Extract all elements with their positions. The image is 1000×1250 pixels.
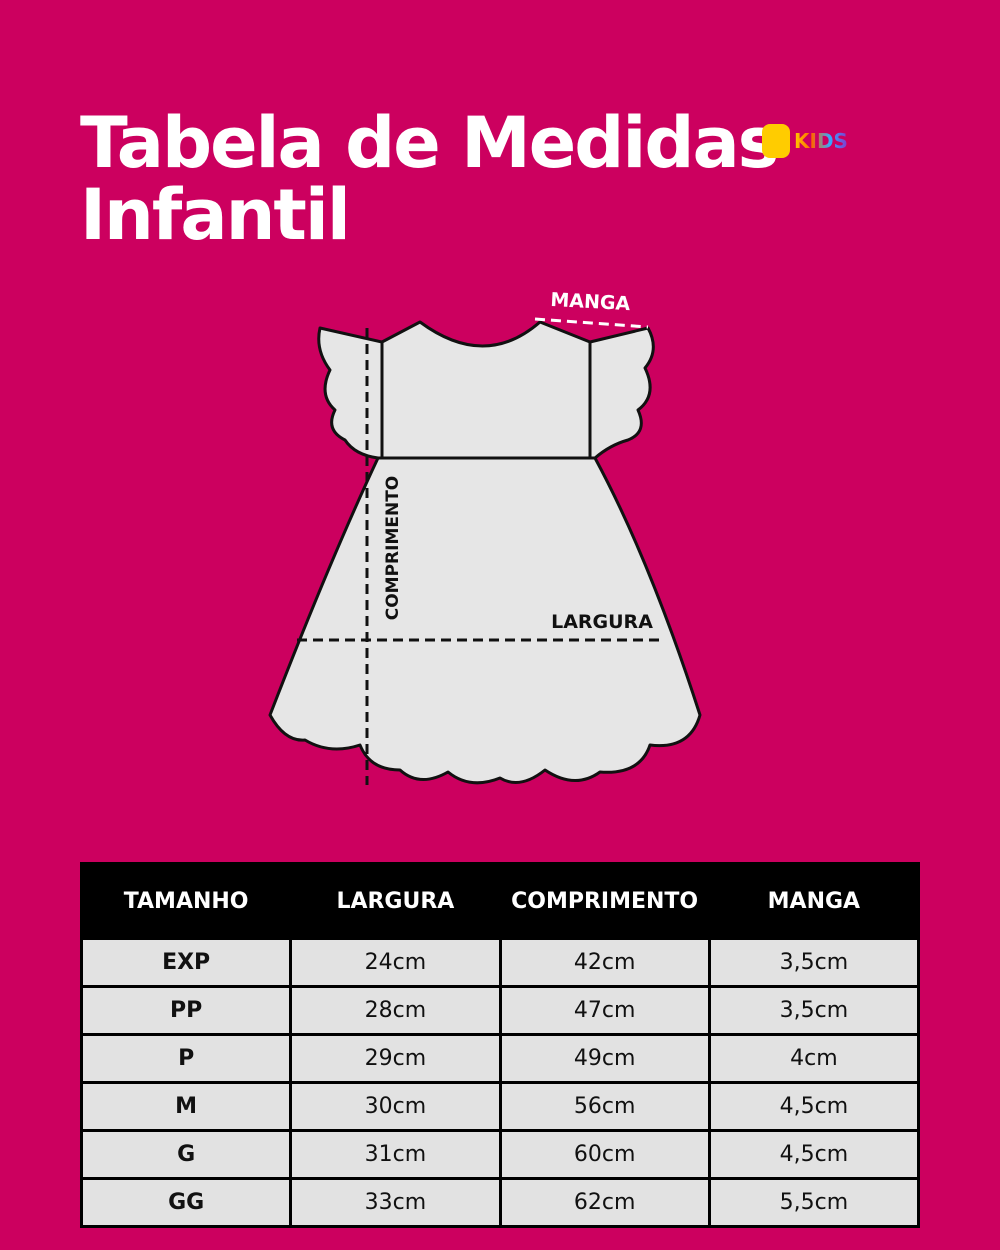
- logo-text: KIDS: [794, 129, 848, 153]
- table-cell: M: [79, 1081, 293, 1132]
- title: Infantil: [80, 174, 351, 256]
- table-cell: 31cm: [289, 1129, 502, 1180]
- table-row: PP 28cm 47cm 3,5cm: [79, 985, 921, 1036]
- logo-icon: [762, 124, 790, 158]
- table-cell: 24cm: [289, 937, 502, 988]
- column-header: COMPRIMENTO: [498, 862, 711, 940]
- column-header: LARGURA: [289, 862, 502, 940]
- dress-diagram: MANGA COMPRIMENTO LARGURA: [268, 289, 702, 785]
- table-body: EXP 24cm 42cm 3,5cm PP 28cm 47cm 3,5cm P 29cm 49cm…: [79, 937, 921, 1228]
- title: Tabela de Medidas: [80, 102, 779, 184]
- table-cell: 3,5cm: [707, 937, 921, 988]
- width-label: LARGURA: [551, 611, 653, 633]
- column-header: TAMANHO: [79, 862, 293, 940]
- table-cell: 28cm: [289, 985, 502, 1036]
- table-cell: 56cm: [498, 1081, 711, 1132]
- table-cell: GG: [79, 1177, 293, 1228]
- table-cell: 49cm: [498, 1033, 711, 1084]
- table-cell: 62cm: [498, 1177, 711, 1228]
- table-cell: 47cm: [498, 985, 711, 1036]
- table-row: M 30cm 56cm 4,5cm: [79, 1081, 921, 1132]
- table-row: P 29cm 49cm 4cm: [79, 1033, 921, 1084]
- table-row: EXP 24cm 42cm 3,5cm: [79, 937, 921, 988]
- sleeve-label: MANGA: [550, 289, 631, 315]
- table-cell: 3,5cm: [707, 985, 921, 1036]
- column-header: MANGA: [707, 862, 921, 940]
- table-cell: 33cm: [289, 1177, 502, 1228]
- table-cell: PP: [79, 985, 293, 1036]
- table-row: G 31cm 60cm 4,5cm: [79, 1129, 921, 1180]
- table-cell: 4,5cm: [707, 1081, 921, 1132]
- logo: KIDS: [762, 124, 848, 158]
- table-cell: 60cm: [498, 1129, 711, 1180]
- size-table: TAMANHO LARGURA COMPRIMENTO MANGA EXP 24cm 42…: [79, 862, 921, 1228]
- table-cell: 30cm: [289, 1081, 502, 1132]
- table-cell: 42cm: [498, 937, 711, 988]
- table-cell: EXP: [79, 937, 293, 988]
- sleeve-line: [534, 317, 649, 329]
- table-cell: 29cm: [289, 1033, 502, 1084]
- length-label: COMPRIMENTO: [383, 476, 403, 621]
- table-header: TAMANHO LARGURA COMPRIMENTO MANGA: [79, 862, 921, 940]
- table-cell: G: [79, 1129, 293, 1180]
- table-cell: P: [79, 1033, 293, 1084]
- table-row: GG 33cm 62cm 5,5cm: [79, 1177, 921, 1228]
- dress-seam: [378, 342, 595, 460]
- table-cell: 5,5cm: [707, 1177, 921, 1228]
- table-cell: 4cm: [707, 1033, 921, 1084]
- table-cell: 4,5cm: [707, 1129, 921, 1180]
- dress: [268, 320, 702, 785]
